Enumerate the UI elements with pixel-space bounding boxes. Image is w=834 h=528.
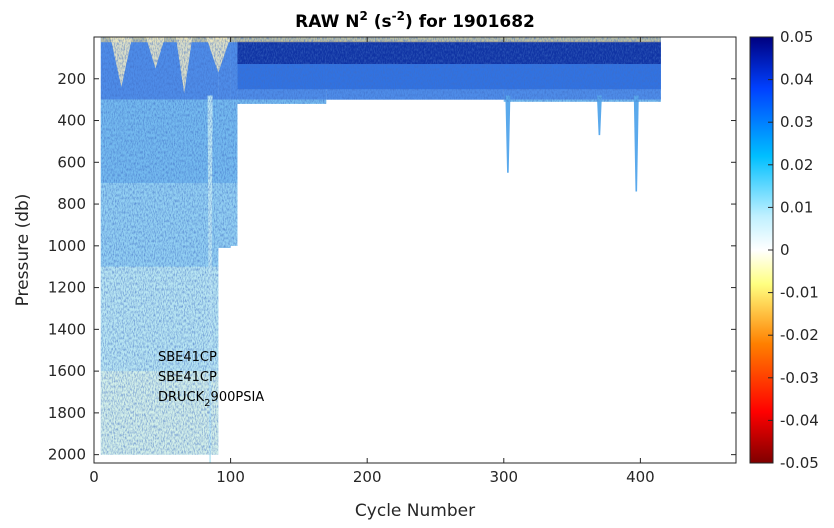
y-tick-label-9: 2000 bbox=[48, 446, 86, 464]
noise-texture-1 bbox=[218, 37, 231, 248]
noise-texture-0 bbox=[100, 37, 219, 455]
y-axis-title: Pressure (db) bbox=[13, 194, 33, 307]
noise-texture-2 bbox=[230, 37, 238, 246]
colorbar-tick-label-1: 0.04 bbox=[780, 71, 813, 89]
title-middle: (s bbox=[368, 12, 392, 32]
x-tick-label-0: 0 bbox=[89, 468, 99, 486]
title-superscript-1: 2 bbox=[360, 9, 368, 23]
x-tick-label-2: 200 bbox=[353, 468, 382, 486]
x-tick-label-3: 300 bbox=[489, 468, 518, 486]
colorbar-tick-label-0: 0.05 bbox=[780, 28, 813, 46]
noise-texture-3 bbox=[237, 37, 327, 104]
y-tick-label-6: 1400 bbox=[48, 320, 86, 338]
deep-spike-1 bbox=[505, 95, 511, 173]
noise-texture-5 bbox=[503, 37, 661, 102]
deep-spike-3 bbox=[633, 95, 639, 192]
y-axis-ticks: 200 400 600 800 1000 1200 1400 1600 1800 2000 bbox=[48, 70, 736, 464]
chart-title: RAW N2 (s-2) for 1901682 bbox=[295, 9, 535, 32]
colorbar-ticks: 0.05 0.04 0.03 0.02 0.01 0 -0.01 -0.02 -0.03 -0.0… bbox=[768, 28, 819, 472]
plot-area: 0 100 200 300 400 200 400 600 800 1000 1200 1400 16… bbox=[48, 36, 737, 486]
colorbar-tick-label-2: 0.03 bbox=[780, 113, 813, 131]
plot-frame bbox=[93, 36, 737, 464]
y-tick-label-8: 1800 bbox=[48, 404, 86, 422]
y-tick-label-7: 1600 bbox=[48, 362, 86, 380]
y-tick-label-1: 400 bbox=[57, 112, 86, 130]
y-tick-label-5: 1200 bbox=[48, 279, 86, 297]
colorbar-tick-label-10: -0.05 bbox=[780, 454, 819, 472]
x-tick-label-4: 400 bbox=[626, 468, 655, 486]
y-tick-label-4: 1000 bbox=[48, 237, 86, 255]
annotation-subscript: 2 bbox=[204, 398, 210, 409]
deep-spike-2 bbox=[596, 95, 602, 136]
title-main: RAW N bbox=[295, 12, 359, 32]
annotation-druck: DRUCK bbox=[158, 390, 205, 405]
colorbar-tick-label-9: -0.04 bbox=[780, 411, 819, 429]
colorbar-tick-label-3: 0.02 bbox=[780, 156, 813, 174]
colorbar-tick-label-7: -0.02 bbox=[780, 326, 819, 344]
sensor-annotations: SBE41CP SBE41CP DRUCK2900PSIA bbox=[158, 350, 264, 409]
colorbar: 0.05 0.04 0.03 0.02 0.01 0 -0.01 -0.02 -0.03 -0.0… bbox=[749, 28, 819, 472]
noise-texture-4 bbox=[326, 37, 504, 100]
annotation-line-3: DRUCK2900PSIA bbox=[158, 390, 264, 409]
y-tick-label-3: 800 bbox=[57, 195, 86, 213]
colorbar-tick-label-4: 0.01 bbox=[780, 198, 813, 216]
x-axis-title: Cycle Number bbox=[355, 501, 475, 521]
colorbar-tick-label-5: 0 bbox=[780, 241, 790, 259]
x-tick-label-1: 100 bbox=[216, 468, 245, 486]
colorbar-tick-label-8: -0.03 bbox=[780, 369, 819, 387]
title-end: ) for 1901682 bbox=[405, 12, 535, 32]
annotation-line-1: SBE41CP bbox=[158, 350, 217, 365]
x-axis-ticks: 0 100 200 300 400 bbox=[89, 37, 655, 486]
annotation-line-2: SBE41CP bbox=[158, 370, 217, 385]
y-tick-label-0: 200 bbox=[57, 70, 86, 88]
annotation-psia: 900PSIA bbox=[211, 390, 265, 405]
y-tick-label-2: 600 bbox=[57, 153, 86, 171]
title-superscript-2: -2 bbox=[392, 9, 405, 23]
texture-layer bbox=[100, 37, 661, 455]
colorbar-tick-label-6: -0.01 bbox=[780, 284, 819, 302]
